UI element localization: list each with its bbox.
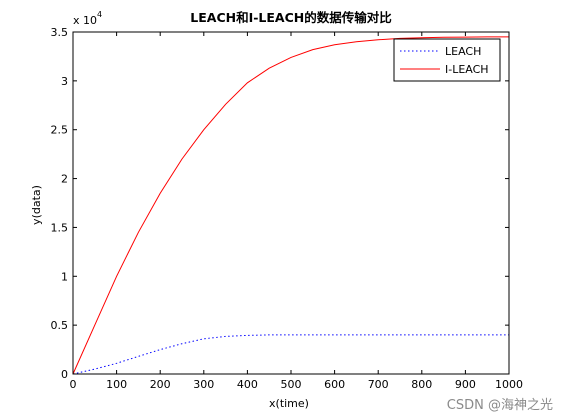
y-axis-exponent: x 10 4 <box>73 10 102 27</box>
x-tick-label: 100 <box>106 378 127 391</box>
y-axis-exponent-power: 4 <box>97 10 102 19</box>
x-tick-label: 200 <box>150 378 171 391</box>
legend-label-leach: LEACH <box>445 45 481 58</box>
y-tick-label: 0.5 <box>51 319 69 332</box>
legend-box <box>393 38 501 82</box>
y-axis-exponent-base: x 10 <box>73 14 97 27</box>
x-tick-label: 400 <box>237 378 258 391</box>
y-tick-label: 3 <box>61 75 68 88</box>
series-layer <box>72 36 509 375</box>
axes-box <box>72 31 510 375</box>
series-line-leach <box>72 334 509 375</box>
x-axis-ticks: 0 100 200 300 400 500 600 700 800 900 1000 <box>70 32 523 391</box>
y-axis-label: y(data) <box>30 185 43 225</box>
plot-area <box>73 32 509 374</box>
y-tick-label: 0 <box>61 368 68 381</box>
series-line-ileach <box>72 36 509 375</box>
y-tick-label: 1.5 <box>51 221 69 234</box>
legend-label-ileach: I-LEACH <box>445 63 489 76</box>
watermark: CSDN @海神之光 <box>447 398 553 413</box>
y-tick-label: 2.5 <box>51 124 69 137</box>
chart-title: LEACH和I-LEACH的数据传输对比 <box>190 10 392 25</box>
y-axis-ticks: 0 0.5 1 1.5 2 2.5 3 3.5 <box>51 26 509 381</box>
x-tick-label: 600 <box>324 378 345 391</box>
y-tick-label: 2 <box>61 173 68 186</box>
x-axis-label: x(time) <box>269 397 309 410</box>
x-tick-label: 300 <box>193 378 214 391</box>
x-tick-label: 500 <box>281 378 302 391</box>
y-tick-label: 1 <box>61 270 68 283</box>
x-tick-label: 700 <box>368 378 389 391</box>
x-tick-label: 1000 <box>495 378 523 391</box>
y-tick-label: 3.5 <box>51 26 69 39</box>
x-tick-label: 800 <box>411 378 432 391</box>
x-tick-label: 900 <box>455 378 476 391</box>
legend: LEACH I-LEACH <box>393 38 501 82</box>
x-tick-label: 0 <box>70 378 77 391</box>
